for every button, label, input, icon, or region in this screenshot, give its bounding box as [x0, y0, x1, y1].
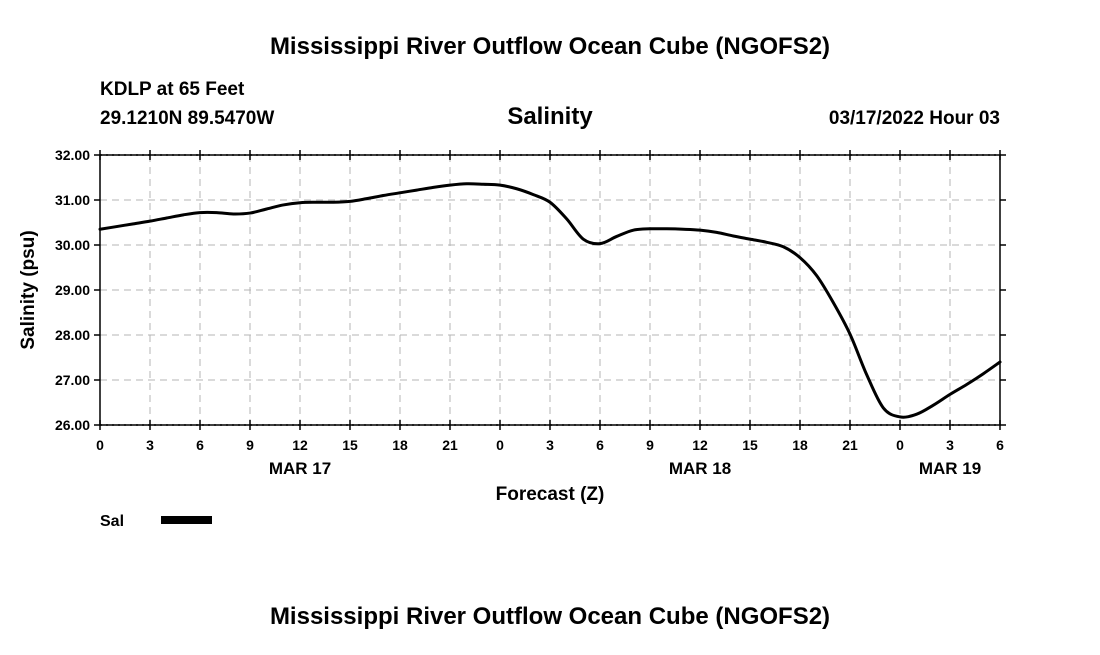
x-tick-label: 21 — [442, 437, 458, 453]
x-tick-label: 0 — [496, 437, 504, 453]
x-tick-label: 18 — [392, 437, 408, 453]
legend: Sal — [100, 513, 212, 530]
footer-title: Mississippi River Outflow Ocean Cube (NG… — [270, 603, 830, 630]
axis-ticks — [94, 150, 1006, 430]
x-tick-label: 15 — [342, 437, 358, 453]
x-tick-label: 9 — [646, 437, 654, 453]
date-label: MAR 18 — [669, 459, 731, 478]
y-tick-labels: 26.00 27.00 28.00 29.00 30.00 31.00 32.00 — [55, 147, 90, 433]
date-label: MAR 19 — [919, 459, 981, 478]
x-tick-labels: 0 3 6 9 12 15 18 21 0 3 6 9 12 15 18 21 0 3 6 — [96, 437, 1004, 453]
station-name: KDLP at 65 Feet — [100, 79, 245, 100]
x-tick-label: 12 — [292, 437, 308, 453]
x-tick-label: 6 — [996, 437, 1004, 453]
chart-subtitle: Salinity — [507, 103, 593, 130]
x-tick-label: 6 — [196, 437, 204, 453]
x-tick-label: 0 — [896, 437, 904, 453]
legend-swatch-sal — [161, 516, 212, 524]
y-axis-title: Salinity (psu) — [18, 230, 39, 349]
x-tick-label: 3 — [946, 437, 954, 453]
x-tick-label: 18 — [792, 437, 808, 453]
x-axis-title: Forecast (Z) — [496, 484, 605, 505]
series-line-sal — [98, 182, 1002, 419]
y-tick-label: 32.00 — [55, 147, 90, 163]
y-tick-label: 26.00 — [55, 417, 90, 433]
x-tick-label: 12 — [692, 437, 708, 453]
x-tick-label: 0 — [96, 437, 104, 453]
date-labels: MAR 17 MAR 18 MAR 19 — [269, 459, 981, 478]
x-tick-label: 6 — [596, 437, 604, 453]
chart-title: Mississippi River Outflow Ocean Cube (NG… — [270, 33, 830, 60]
legend-label-sal: Sal — [100, 513, 124, 530]
y-tick-label: 28.00 — [55, 327, 90, 343]
station-coordinates: 29.1210N 89.5470W — [100, 108, 274, 129]
y-tick-label: 31.00 — [55, 192, 90, 208]
x-tick-label: 21 — [842, 437, 858, 453]
x-tick-label: 3 — [146, 437, 154, 453]
x-tick-label: 9 — [246, 437, 254, 453]
y-tick-label: 29.00 — [55, 282, 90, 298]
forecast-datetime: 03/17/2022 Hour 03 — [829, 108, 1000, 129]
x-tick-label: 15 — [742, 437, 758, 453]
grid — [100, 154, 1000, 426]
y-tick-label: 30.00 — [55, 237, 90, 253]
date-label: MAR 17 — [269, 459, 331, 478]
y-tick-label: 27.00 — [55, 372, 90, 388]
x-tick-label: 3 — [546, 437, 554, 453]
